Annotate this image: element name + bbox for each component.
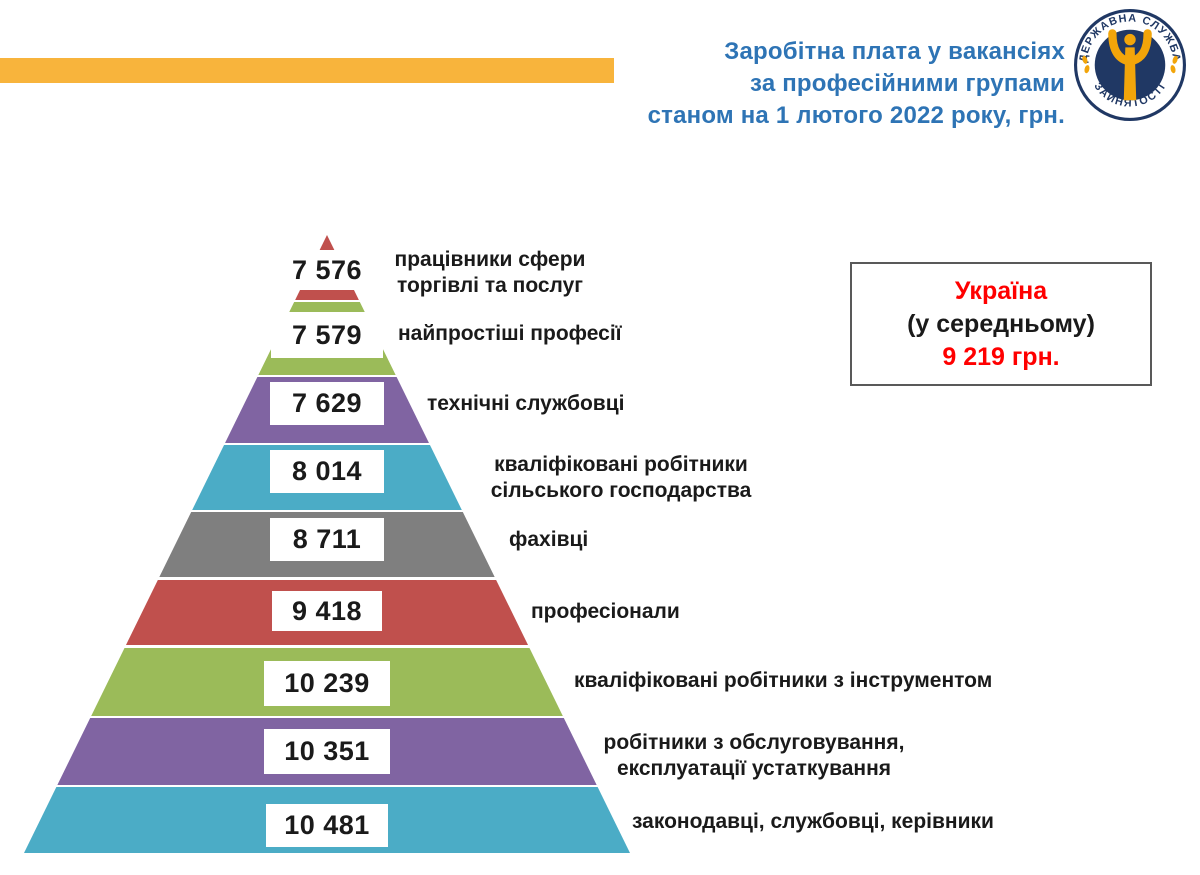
level-value: 8 014 bbox=[270, 450, 384, 493]
level-value: 10 351 bbox=[264, 729, 390, 774]
level-value: 10 481 bbox=[266, 804, 388, 847]
wheat-left-icon bbox=[1082, 55, 1090, 74]
level-value: 7 579 bbox=[271, 312, 383, 358]
level-label: кваліфіковані робітники сільського госпо… bbox=[490, 453, 752, 502]
accent-bar bbox=[0, 58, 614, 83]
person-icon bbox=[1108, 29, 1152, 101]
level-label: робітники з обслуговування, експлуатації… bbox=[603, 731, 905, 780]
title-line-1: Заробітна плата у вакансіях bbox=[724, 38, 1065, 65]
average-region: Україна bbox=[954, 277, 1048, 305]
wheat-right-icon bbox=[1170, 55, 1178, 74]
average-salary-box: Україна (у середньому) 9 219 грн. bbox=[850, 262, 1152, 386]
level-label: технічні службовці bbox=[427, 392, 625, 415]
level-value: 8 711 bbox=[270, 518, 384, 561]
level-label: фахівці bbox=[509, 528, 589, 551]
page-title: Заробітна плата у вакансіях за професійн… bbox=[648, 36, 1065, 132]
title-line-2: за професійними групами bbox=[750, 70, 1065, 97]
average-value: 9 219 грн. bbox=[942, 343, 1060, 371]
level-value: 9 418 bbox=[272, 591, 382, 631]
level-value: 7 629 bbox=[270, 382, 384, 425]
average-subtitle: (у середньому) bbox=[907, 310, 1095, 338]
level-value: 10 239 bbox=[264, 661, 390, 706]
level-label: найпростіші професії bbox=[398, 322, 622, 345]
title-line-3: станом на 1 лютого 2022 року, грн. bbox=[647, 102, 1065, 129]
level-value: 7 576 bbox=[271, 250, 383, 290]
level-label: працівники сфери торгівлі та послуг bbox=[394, 248, 586, 297]
level-label: професіонали bbox=[531, 600, 680, 623]
level-label: законодавці, службовці, керівники bbox=[632, 810, 994, 833]
state-employment-service-logo-icon: ДЕРЖАВНА СЛУЖБА ЗАЙНЯТОСТІ bbox=[1074, 9, 1186, 121]
level-label: кваліфіковані робітники з інструментом bbox=[574, 669, 993, 692]
